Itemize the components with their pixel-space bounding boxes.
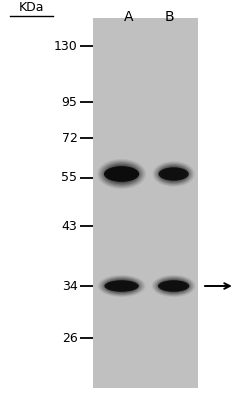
Ellipse shape xyxy=(155,163,192,185)
Text: 72: 72 xyxy=(61,132,77,144)
Ellipse shape xyxy=(158,280,189,292)
Ellipse shape xyxy=(161,281,186,291)
Ellipse shape xyxy=(154,162,193,186)
Text: 55: 55 xyxy=(61,172,77,184)
Ellipse shape xyxy=(104,166,139,182)
Text: 34: 34 xyxy=(62,280,77,292)
Ellipse shape xyxy=(105,165,138,183)
Ellipse shape xyxy=(102,278,141,294)
Ellipse shape xyxy=(105,279,138,293)
Ellipse shape xyxy=(162,168,186,180)
Ellipse shape xyxy=(157,164,191,184)
Ellipse shape xyxy=(99,276,144,296)
Ellipse shape xyxy=(104,280,139,292)
Ellipse shape xyxy=(159,166,188,182)
Ellipse shape xyxy=(101,277,143,295)
Ellipse shape xyxy=(160,280,187,292)
Text: 130: 130 xyxy=(54,40,77,52)
Text: 95: 95 xyxy=(61,96,77,108)
Text: KDa: KDa xyxy=(19,1,44,14)
Ellipse shape xyxy=(159,167,189,181)
Text: 26: 26 xyxy=(62,332,77,344)
Ellipse shape xyxy=(100,161,143,187)
Ellipse shape xyxy=(104,278,140,294)
Ellipse shape xyxy=(159,279,189,293)
Ellipse shape xyxy=(158,165,189,183)
Ellipse shape xyxy=(107,280,136,292)
Ellipse shape xyxy=(108,167,135,181)
Ellipse shape xyxy=(98,275,145,297)
Ellipse shape xyxy=(108,281,135,291)
Ellipse shape xyxy=(102,162,142,186)
Ellipse shape xyxy=(152,161,195,187)
Ellipse shape xyxy=(155,277,193,295)
Ellipse shape xyxy=(156,278,191,294)
Ellipse shape xyxy=(160,167,187,181)
Bar xyxy=(93,18,198,388)
Ellipse shape xyxy=(103,164,140,184)
Text: B: B xyxy=(165,10,174,24)
Ellipse shape xyxy=(97,159,146,189)
Ellipse shape xyxy=(153,276,194,296)
Text: 43: 43 xyxy=(62,220,77,232)
Ellipse shape xyxy=(157,278,190,294)
Ellipse shape xyxy=(152,275,196,297)
Text: A: A xyxy=(123,10,133,24)
Ellipse shape xyxy=(106,166,137,182)
Ellipse shape xyxy=(99,160,144,188)
